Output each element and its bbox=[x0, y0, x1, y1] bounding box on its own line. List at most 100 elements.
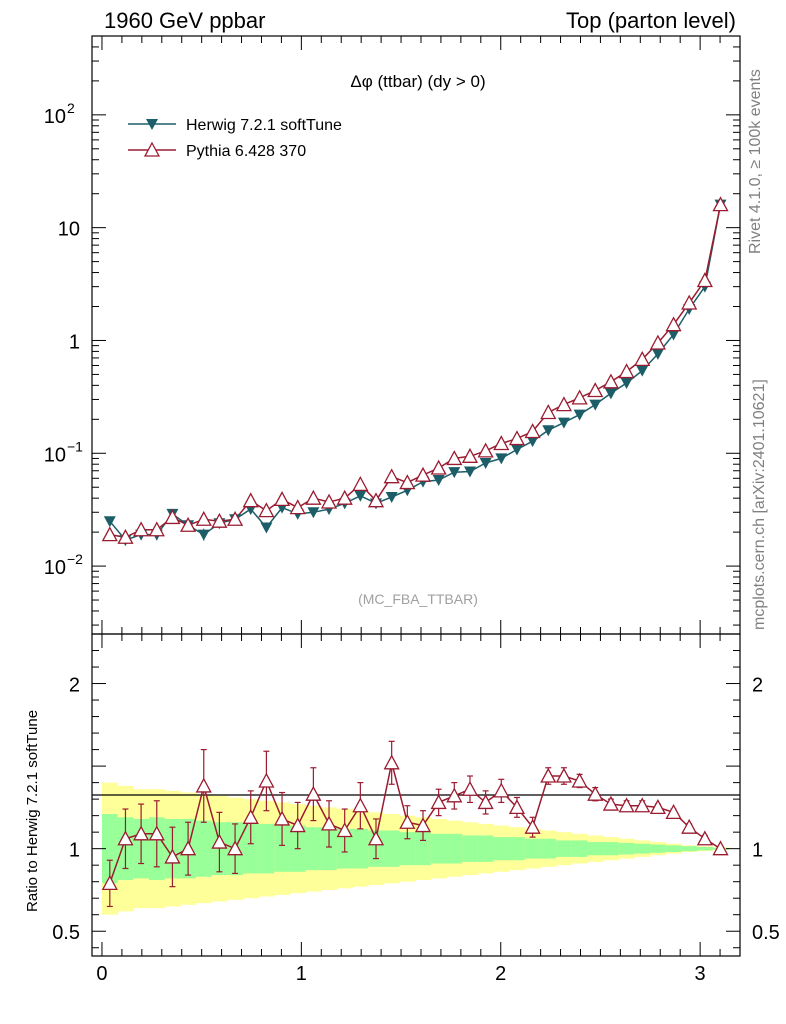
herwig-point bbox=[542, 425, 555, 437]
pythia-point bbox=[352, 476, 369, 492]
ratio-band-inner bbox=[399, 832, 416, 866]
ratio-band-inner bbox=[352, 828, 369, 869]
pythia-point bbox=[649, 334, 666, 350]
ratio-band-inner bbox=[618, 842, 635, 855]
ratio-point bbox=[305, 785, 322, 801]
herwig-point bbox=[463, 466, 476, 478]
ratio-band-inner bbox=[571, 840, 588, 857]
ratio-y-tick-label-left: 1 bbox=[69, 840, 80, 862]
analysis-label: (MC_FBA_TTBAR) bbox=[358, 591, 478, 607]
ratio-band-inner bbox=[242, 823, 260, 874]
ratio-point bbox=[461, 780, 479, 796]
herwig-point bbox=[197, 529, 210, 541]
legend-pythia-label: Pythia 6.428 370 bbox=[186, 143, 306, 160]
legend-pythia-marker bbox=[143, 141, 161, 157]
pythia-point bbox=[133, 521, 150, 537]
ratio-band-inner bbox=[524, 838, 541, 859]
herwig-point bbox=[479, 457, 492, 469]
pythia-point bbox=[399, 474, 416, 490]
ratio-band-inner bbox=[383, 830, 401, 867]
pythia-point bbox=[226, 510, 244, 526]
pythia-point bbox=[101, 526, 118, 542]
x-tick-label: 1 bbox=[296, 963, 307, 985]
ratio-band-inner bbox=[603, 842, 620, 856]
pythia-point bbox=[555, 396, 573, 412]
herwig-point bbox=[589, 399, 602, 411]
herwig-point bbox=[557, 417, 570, 429]
herwig-point bbox=[573, 409, 586, 421]
pythia-point bbox=[540, 404, 557, 420]
ratio-y-tick-label-left: 2 bbox=[69, 675, 80, 697]
ratio-y-tick-labels: 0.5 0.5 1 1 2 2 bbox=[52, 675, 780, 945]
ratio-point bbox=[226, 840, 244, 856]
herwig-point bbox=[510, 444, 523, 456]
ratio-y-axis-label: Ratio to Herwig 7.2.1 softTune bbox=[24, 710, 41, 912]
ratio-point bbox=[273, 810, 291, 826]
pythia-point bbox=[602, 373, 619, 389]
herwig-point bbox=[495, 453, 508, 465]
pythia-point bbox=[524, 423, 541, 439]
pythia-point bbox=[430, 459, 447, 475]
ratio-point bbox=[446, 787, 463, 803]
main-y-tick-label: 10 bbox=[44, 557, 66, 579]
ratio-point bbox=[555, 767, 573, 783]
ratio-point bbox=[180, 840, 197, 856]
herwig-point bbox=[448, 467, 461, 479]
legend-herwig-label: Herwig 7.2.1 softTune bbox=[186, 117, 342, 134]
ratio-y-tick-label-right: 1 bbox=[752, 840, 763, 862]
pythia-point bbox=[148, 521, 165, 537]
herwig-point bbox=[385, 491, 398, 503]
ratio-point bbox=[430, 794, 447, 810]
ratio-band-inner bbox=[650, 844, 667, 853]
main-y-tick-exponent: −2 bbox=[67, 551, 83, 567]
ratio-band-inner bbox=[274, 825, 291, 872]
ratio-point bbox=[258, 772, 275, 788]
pythia-point bbox=[446, 450, 463, 466]
pythia-point bbox=[180, 516, 197, 532]
pythia-point bbox=[571, 389, 588, 405]
main-y-tick-label: 1 bbox=[69, 331, 80, 353]
pythia-point bbox=[696, 272, 713, 288]
pythia-point bbox=[587, 382, 604, 398]
ratio-point bbox=[336, 822, 353, 838]
ratio-band-inner bbox=[430, 833, 447, 864]
ratio-point bbox=[493, 782, 510, 798]
herwig-point bbox=[667, 329, 680, 341]
x-tick-label: 0 bbox=[96, 963, 107, 985]
herwig-point bbox=[307, 507, 320, 519]
ratio-pythia-line bbox=[109, 762, 721, 884]
herwig-point bbox=[651, 348, 664, 360]
ratio-ticks bbox=[92, 634, 740, 956]
pythia-point bbox=[461, 447, 479, 463]
ratio-point bbox=[540, 767, 557, 783]
main-y-tick-label: 10 bbox=[58, 219, 80, 241]
herwig-point bbox=[260, 522, 273, 534]
pythia-point bbox=[258, 502, 275, 518]
herwig-point bbox=[636, 365, 649, 377]
pythia-point bbox=[414, 466, 432, 482]
ratio-point bbox=[508, 799, 526, 815]
ratio-point bbox=[164, 848, 181, 864]
pythia-point bbox=[383, 468, 400, 484]
main-ticks bbox=[92, 35, 740, 634]
mcplots-label: mcplots.cern.ch [arXiv:2401.10621] bbox=[751, 379, 768, 630]
pythia-point bbox=[242, 492, 259, 508]
ratio-point bbox=[414, 817, 432, 833]
pythia-point bbox=[117, 528, 134, 544]
ratio-point bbox=[117, 830, 134, 846]
main-y-tick-label: 10 bbox=[44, 106, 66, 128]
herwig-point bbox=[526, 436, 539, 448]
header-right: Top (parton level) bbox=[566, 8, 736, 33]
x-tick-label: 3 bbox=[695, 963, 706, 985]
ratio-point bbox=[383, 754, 400, 770]
ratio-point bbox=[101, 874, 118, 890]
main-y-tick-exponent: 2 bbox=[67, 100, 75, 116]
ratio-point bbox=[477, 794, 494, 810]
pythia-point bbox=[681, 294, 698, 310]
main-y-tick-label: 10 bbox=[44, 444, 66, 466]
ratio-band-inner bbox=[556, 840, 573, 857]
ratio-point bbox=[148, 825, 165, 841]
